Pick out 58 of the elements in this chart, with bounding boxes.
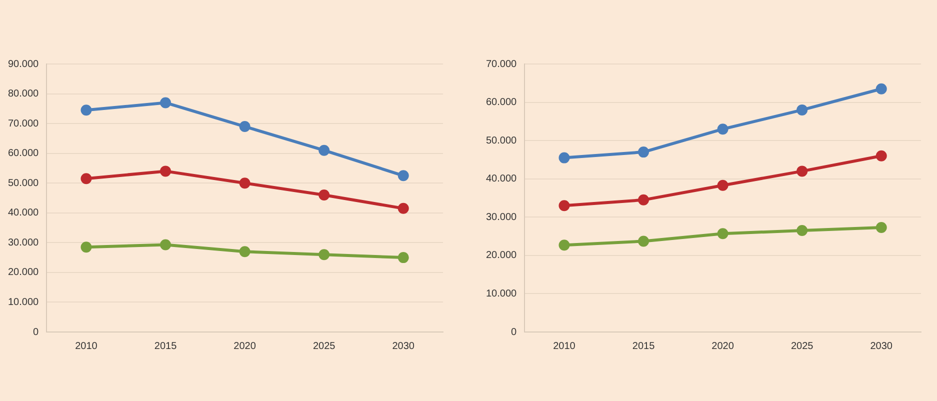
point [398,202,409,214]
point [80,104,92,116]
y-tick-label: 20.000 [486,250,518,262]
point [318,249,330,260]
point [558,152,570,164]
point [398,170,409,182]
x-tick-label: 2030 [392,340,415,352]
point [796,166,808,177]
point [638,236,650,247]
x-tick-label: 2015 [632,340,656,352]
point [558,240,570,251]
y-tick-label: 30.000 [486,212,518,223]
point [638,146,650,158]
point [796,104,808,116]
point [717,124,728,135]
point [239,246,250,258]
y-tick-label: 90.000 [8,58,40,70]
point [239,121,250,132]
y-tick-label: 50.000 [486,135,518,146]
x-tick-label: 2020 [234,340,256,352]
point [398,252,409,264]
y-tick-label: 70.000 [486,58,518,70]
x-tick-label: 2015 [154,340,178,352]
y-tick-label: 0 [511,326,518,338]
y-tick-label: 0 [33,326,40,338]
point [160,239,172,250]
point [318,144,330,156]
y-tick-label: 60.000 [486,97,518,108]
point [876,83,887,94]
point [876,222,887,233]
point [160,97,172,108]
y-tick-label: 50.000 [8,178,40,189]
x-tick-label: 2010 [75,340,98,352]
y-tick-label: 20.000 [8,267,40,278]
point [160,166,172,177]
point [717,228,728,240]
point [80,173,92,184]
x-tick-label: 2025 [312,340,336,352]
x-tick-label: 2010 [553,340,576,352]
x-tick-label: 2025 [790,340,814,352]
point [239,178,250,189]
y-tick-label: 80.000 [8,88,40,100]
y-tick-label: 30.000 [8,237,40,248]
point [876,150,887,162]
y-tick-label: 10.000 [486,288,518,300]
y-tick-label: 10.000 [8,296,40,308]
x-tick-label: 2030 [870,340,893,352]
point [796,225,808,236]
point [318,190,330,201]
point [558,200,570,212]
point [717,180,728,191]
x-tick-label: 2020 [712,340,734,352]
y-tick-label: 40.000 [8,208,40,219]
y-tick-label: 70.000 [8,118,40,130]
y-tick-label: 40.000 [486,174,518,185]
point [638,194,650,206]
point [80,242,92,253]
y-tick-label: 60.000 [8,148,40,160]
